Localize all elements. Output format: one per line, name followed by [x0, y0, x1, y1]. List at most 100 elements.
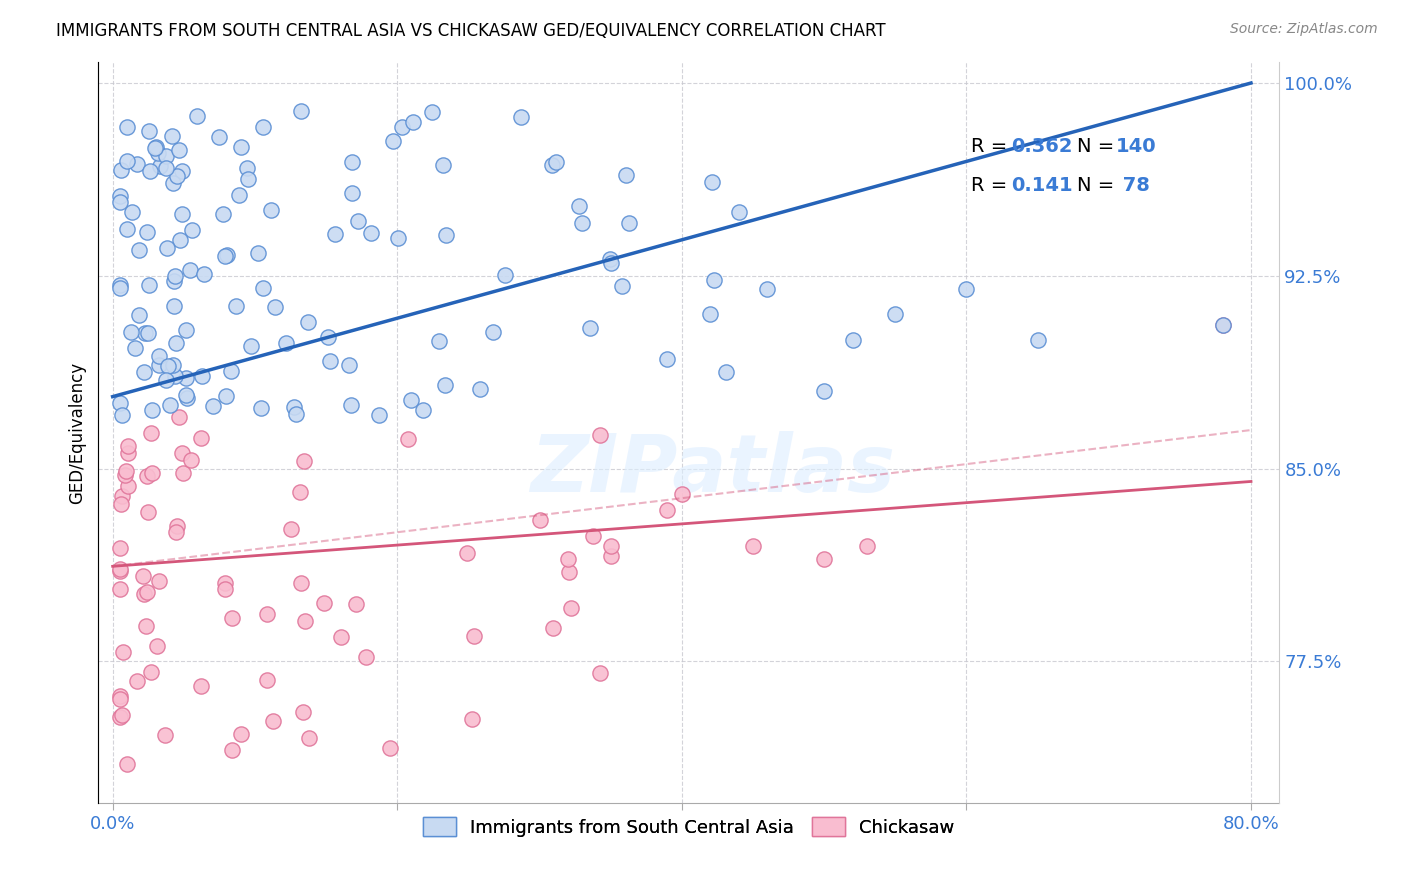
Point — [260, 202, 283, 217]
Point — [191, 368, 214, 383]
Point — [108, 710, 131, 724]
Point — [319, 354, 342, 368]
Point — [813, 384, 835, 399]
Point — [211, 207, 233, 221]
Point — [228, 188, 250, 202]
Point — [236, 161, 259, 175]
Point — [841, 333, 863, 347]
Point — [250, 401, 273, 415]
Point — [120, 325, 142, 339]
Point — [139, 164, 162, 178]
Point — [125, 157, 148, 171]
Point — [163, 299, 186, 313]
Point — [955, 282, 977, 296]
Point — [727, 204, 749, 219]
Point — [201, 399, 224, 413]
Point — [179, 453, 201, 467]
Point — [340, 398, 363, 412]
Point — [135, 585, 157, 599]
Point — [136, 504, 159, 518]
Point — [166, 169, 188, 183]
Point — [110, 163, 132, 178]
Point — [146, 145, 169, 160]
Point — [132, 569, 155, 583]
Point — [167, 143, 190, 157]
Point — [148, 574, 170, 589]
Point — [179, 263, 201, 277]
Point — [274, 335, 297, 350]
Point — [703, 273, 725, 287]
Point — [412, 403, 434, 417]
Point — [380, 741, 402, 756]
Point — [582, 528, 605, 542]
Point — [340, 186, 363, 200]
Point — [128, 308, 150, 322]
Point — [170, 207, 193, 221]
Point — [1026, 333, 1049, 347]
Point — [323, 227, 346, 241]
Point — [420, 105, 443, 120]
Point — [138, 124, 160, 138]
Point — [157, 359, 180, 374]
Point — [283, 400, 305, 414]
Point — [214, 575, 236, 590]
Point — [1212, 318, 1234, 332]
Point — [387, 231, 409, 245]
Point — [115, 120, 138, 134]
Point — [756, 282, 779, 296]
Point — [148, 349, 170, 363]
Point — [396, 432, 419, 446]
Point — [155, 373, 177, 387]
Point — [121, 205, 143, 219]
Point — [655, 503, 678, 517]
Point — [190, 679, 212, 693]
Point — [884, 307, 907, 321]
Point — [262, 714, 284, 728]
Point — [115, 757, 138, 772]
Point — [544, 155, 567, 169]
Point — [229, 727, 252, 741]
Point — [176, 391, 198, 405]
Point — [619, 216, 641, 230]
Point — [190, 431, 212, 445]
Point — [156, 241, 179, 255]
Point — [108, 278, 131, 293]
Point — [280, 522, 302, 536]
Point — [139, 665, 162, 679]
Point — [568, 199, 591, 213]
Point — [427, 334, 450, 348]
Point — [463, 629, 485, 643]
Point — [163, 268, 186, 283]
Point — [510, 110, 533, 124]
Point — [155, 149, 177, 163]
Point — [225, 299, 247, 313]
Point — [214, 582, 236, 596]
Point — [614, 168, 637, 182]
Point — [221, 742, 243, 756]
Point — [432, 158, 454, 172]
Point — [110, 489, 132, 503]
Point — [143, 141, 166, 155]
Point — [172, 446, 194, 460]
Point — [165, 335, 187, 350]
Point — [346, 597, 368, 611]
Point — [165, 524, 187, 539]
Point — [160, 129, 183, 144]
Point — [134, 326, 156, 340]
Point — [436, 228, 458, 243]
Point — [141, 402, 163, 417]
Point — [135, 469, 157, 483]
Point — [252, 281, 274, 295]
Point — [115, 153, 138, 168]
Point — [571, 216, 593, 230]
Point — [236, 172, 259, 186]
Point — [610, 279, 633, 293]
Point — [111, 707, 134, 722]
Point — [180, 223, 202, 237]
Point — [108, 562, 131, 576]
Point — [529, 513, 551, 527]
Point — [494, 268, 516, 282]
Point — [557, 565, 579, 579]
Text: N =: N = — [1077, 136, 1121, 156]
Text: N =: N = — [1077, 176, 1121, 194]
